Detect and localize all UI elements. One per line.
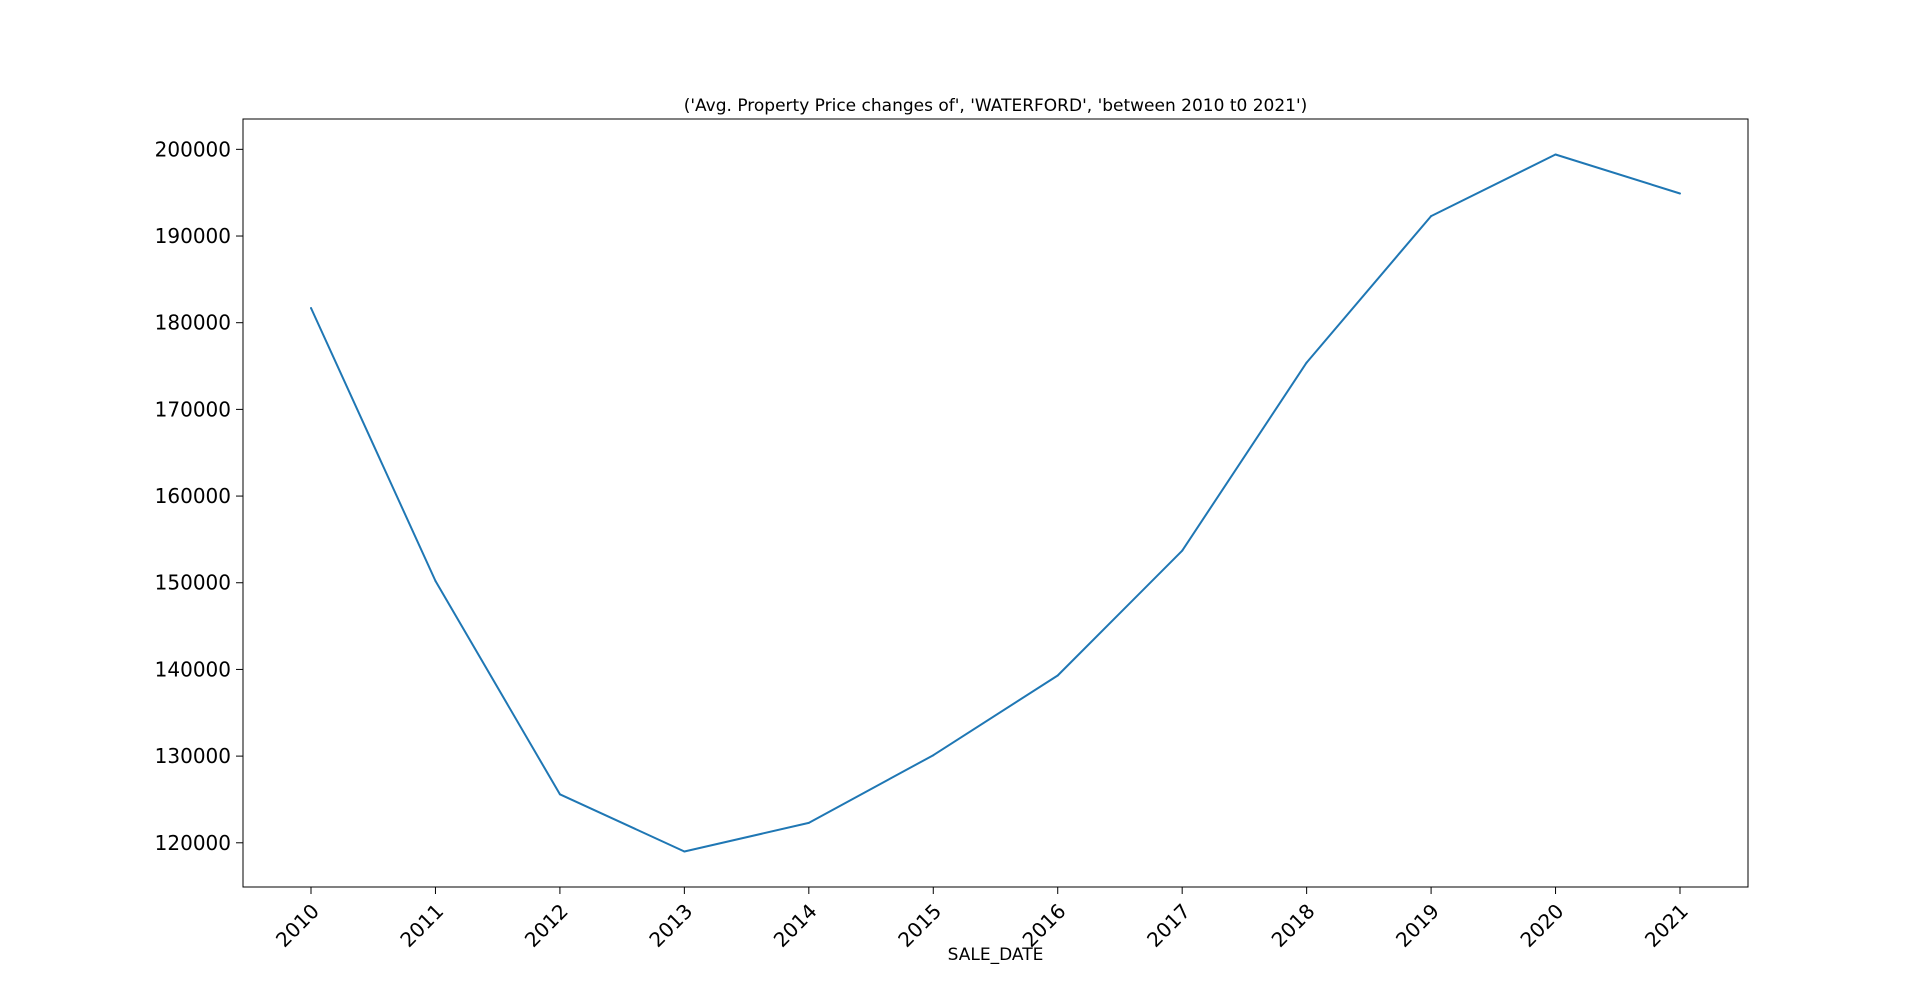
data-point (1679, 192, 1681, 195)
data-point (434, 580, 437, 583)
series-line (310, 153, 1681, 853)
data-point (683, 850, 686, 853)
x-axis-label: SALE_DATE (948, 945, 1044, 965)
y-tick-label: 160000 (155, 484, 231, 508)
data-point (807, 821, 810, 824)
data-point (1056, 674, 1059, 677)
plot-frame (242, 118, 1749, 888)
y-tick-label: 190000 (155, 224, 231, 248)
data-point (932, 754, 935, 757)
y-tick-label: 140000 (155, 657, 231, 681)
data-point (1305, 361, 1308, 364)
data-point (1430, 215, 1433, 218)
y-tick-label: 130000 (155, 744, 231, 768)
data-point (1554, 153, 1557, 156)
y-tick-label: 150000 (155, 571, 231, 595)
data-point (310, 306, 312, 309)
y-tick-label: 170000 (155, 397, 231, 421)
y-axis: 120000 130000 140000 150000 160000 170000 1800… (155, 137, 243, 855)
data-point (558, 793, 561, 796)
series-layer (310, 153, 1681, 853)
y-tick-label: 200000 (155, 137, 231, 161)
y-tick-label: 120000 (155, 831, 231, 855)
data-point (1181, 549, 1184, 552)
chart-title: ('Avg. Property Price changes of', 'WATE… (684, 96, 1308, 116)
y-tick-label: 180000 (155, 311, 231, 335)
